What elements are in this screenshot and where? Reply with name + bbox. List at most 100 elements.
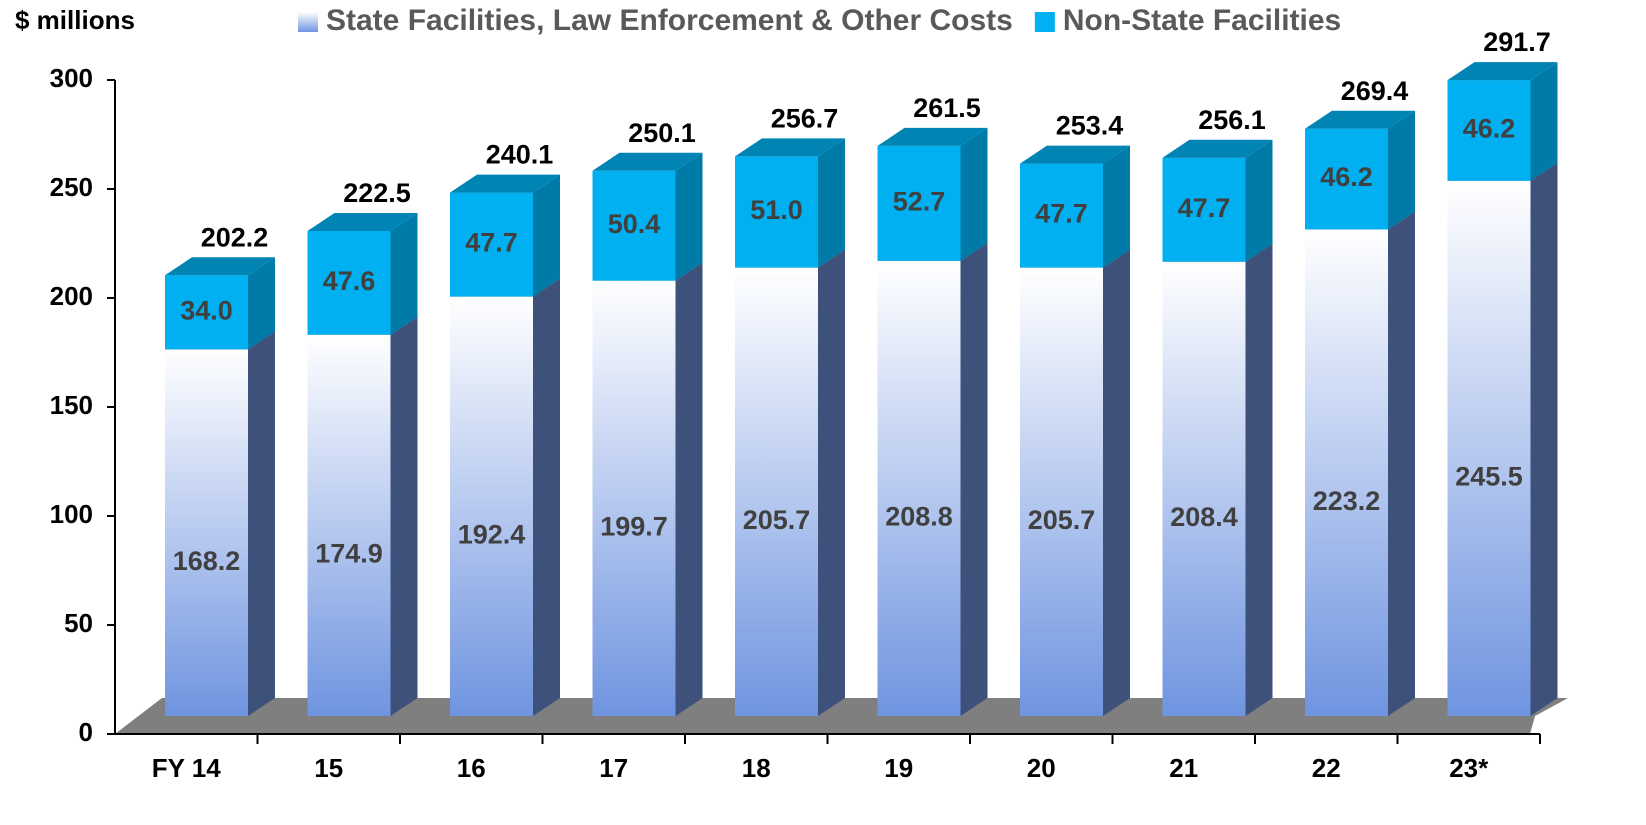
bar-side xyxy=(533,174,560,297)
total-label: 253.4 xyxy=(1056,111,1124,141)
bar-segment xyxy=(1020,163,1103,268)
bar-side xyxy=(390,316,418,716)
bar-segment xyxy=(1162,157,1246,262)
legend-swatch xyxy=(298,12,318,32)
value-label: 208.8 xyxy=(885,502,953,532)
bar-segment xyxy=(877,260,961,716)
bar-side xyxy=(1103,249,1130,716)
y-tick-label: 0 xyxy=(79,717,93,747)
bar-segment xyxy=(1020,267,1103,716)
x-tick-label: 17 xyxy=(599,753,628,783)
y-tick-label: 200 xyxy=(50,281,93,311)
legend: State Facilities, Law Enforcement & Othe… xyxy=(298,4,1341,37)
bar-side xyxy=(248,331,275,716)
y-tick-label: 100 xyxy=(50,499,93,529)
bar-segment xyxy=(1447,180,1531,716)
value-label: 245.5 xyxy=(1455,462,1523,492)
x-tick-label: 22 xyxy=(1312,753,1341,783)
bar-side xyxy=(1103,145,1130,268)
bar-segment xyxy=(165,275,248,350)
bar-top xyxy=(592,152,703,171)
bar-side xyxy=(1388,110,1415,230)
total-label: 291.7 xyxy=(1483,27,1551,57)
value-label: 192.4 xyxy=(458,519,526,549)
bar-side xyxy=(1530,62,1558,181)
value-label: 208.4 xyxy=(1170,502,1238,532)
value-label: 174.9 xyxy=(315,538,383,568)
x-tick-label: 21 xyxy=(1169,753,1198,783)
legend-swatch xyxy=(1034,12,1055,32)
x-tick-label: 20 xyxy=(1027,753,1056,783)
bar-segment xyxy=(450,192,533,297)
total-label: 261.5 xyxy=(913,93,981,123)
bar-top xyxy=(307,212,418,231)
value-label: 205.7 xyxy=(1028,505,1096,535)
value-label: 50.4 xyxy=(608,209,661,239)
value-label: 46.2 xyxy=(1463,114,1516,144)
value-label: 47.6 xyxy=(323,266,376,296)
y-tick-label: 150 xyxy=(50,390,93,420)
value-label: 168.2 xyxy=(173,546,241,576)
bar-segment xyxy=(735,156,818,268)
value-label: 51.0 xyxy=(750,195,803,225)
bar-side xyxy=(675,262,703,716)
total-label: 222.5 xyxy=(343,178,411,208)
bar-top xyxy=(165,257,275,276)
bar-side xyxy=(1245,139,1273,262)
legend-label: Non-State Facilities xyxy=(1063,4,1341,37)
bar-side xyxy=(533,278,560,716)
total-label: 269.4 xyxy=(1341,76,1409,106)
bar-top xyxy=(1162,139,1273,158)
bar-top xyxy=(735,138,845,157)
x-tick-label: 15 xyxy=(314,753,343,783)
x-tick-label: 23* xyxy=(1449,753,1489,783)
bar-side xyxy=(1530,162,1558,716)
total-label: 202.2 xyxy=(201,222,269,252)
bar-segment xyxy=(1162,261,1246,716)
bar-side xyxy=(1245,243,1273,717)
total-label: 250.1 xyxy=(628,118,696,148)
bar-segment xyxy=(307,334,391,716)
bar-top xyxy=(1020,145,1130,164)
y-tick-label: 250 xyxy=(50,172,93,202)
bar-segment xyxy=(877,145,961,261)
y-tick-label: 50 xyxy=(64,608,93,638)
x-tick-label: 16 xyxy=(457,753,486,783)
bar-top xyxy=(1305,110,1415,129)
x-tick-label: 18 xyxy=(742,753,771,783)
value-label: 34.0 xyxy=(180,295,233,325)
bar-segment xyxy=(1305,128,1388,230)
x-tick-label: 19 xyxy=(884,753,913,783)
bar-segment xyxy=(1447,80,1531,181)
bar-segment xyxy=(165,349,248,716)
bar-segment xyxy=(307,230,391,335)
bar-segment xyxy=(1305,229,1388,716)
value-label: 46.2 xyxy=(1320,162,1373,192)
bar-segment xyxy=(592,170,676,281)
value-label: 199.7 xyxy=(600,511,668,541)
value-label: 47.7 xyxy=(1178,193,1231,223)
bar-side xyxy=(248,257,275,350)
bar-side xyxy=(818,138,845,268)
value-label: 47.7 xyxy=(465,228,518,258)
y-tick-label: 300 xyxy=(50,63,93,93)
x-tick-label: FY 14 xyxy=(152,753,221,783)
bar-side xyxy=(1388,211,1415,716)
value-label: 223.2 xyxy=(1313,486,1381,516)
bar-side xyxy=(960,242,988,717)
bar-top xyxy=(450,174,560,193)
total-label: 256.7 xyxy=(771,104,839,134)
bar-segment xyxy=(735,267,818,716)
y-axis-label: $ millions xyxy=(15,5,135,35)
value-label: 52.7 xyxy=(893,186,946,216)
bar-top xyxy=(877,127,988,146)
total-label: 256.1 xyxy=(1198,105,1266,135)
bar-side xyxy=(818,249,845,716)
value-label: 205.7 xyxy=(743,505,811,535)
bar-side xyxy=(675,152,703,281)
total-label: 240.1 xyxy=(486,140,554,170)
value-label: 47.7 xyxy=(1035,199,1088,229)
legend-label: State Facilities, Law Enforcement & Othe… xyxy=(326,4,1013,37)
bar-segment xyxy=(592,280,676,716)
